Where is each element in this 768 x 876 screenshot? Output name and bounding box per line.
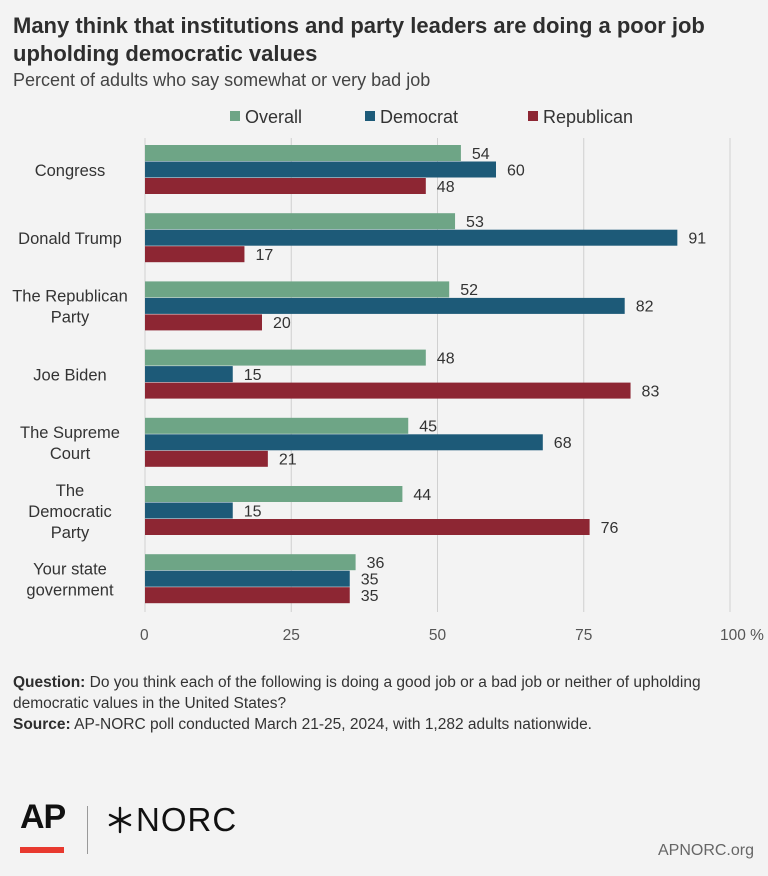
category-label: The Democratic Party [28,482,111,542]
bar [145,366,233,383]
bar-chart: Overall Democrat Republican 54 60 48 53 91 17 52… [12,107,764,644]
bar [145,349,426,366]
bar-value-label: 20 [273,315,291,332]
bar-value-label: 17 [255,247,273,264]
bar-value-label: 91 [688,230,706,247]
bar [145,554,356,571]
bar-value-label: 53 [466,214,484,231]
bar [145,161,496,178]
x-tick-label: 50 [429,627,447,644]
bar [145,297,625,314]
x-axis-ticks: 0 25 50 75 100 % [140,627,764,644]
norc-logo: NORC [108,802,237,838]
x-tick-label: 0 [140,627,149,644]
bar [145,281,450,298]
bar-value-label: 21 [279,452,297,469]
chart-legend: Overall Democrat Republican [230,107,633,127]
bar [145,570,350,587]
chart-notes: Question: Do you think each of the follo… [13,672,755,735]
x-tick-label: 100 % [720,627,764,644]
source-label: Source: [13,716,71,733]
bar-value-label: 68 [554,435,572,452]
bar-value-label: 35 [361,571,379,588]
bar-value-label: 83 [642,383,660,400]
legend-swatch [230,111,240,121]
bar-value-label: 48 [437,350,455,367]
chart-title: Many think that institutions and party l… [13,13,705,66]
bar-value-label: 82 [636,299,654,316]
bar [145,229,678,246]
bar-value-label: 44 [413,487,431,504]
question-note: Question: Do you think each of the follo… [13,672,755,714]
bar [145,450,268,467]
bar [145,417,409,434]
bar [145,486,403,502]
category-label: Congress [35,162,106,180]
chart-bars: 5460485391175282204815834568214415763635… [145,145,706,605]
bar-value-label: 15 [244,367,262,384]
ap-logo-underline [20,847,64,853]
norc-logo-text: NORC [136,801,238,838]
x-tick-label: 75 [575,627,592,644]
legend-swatch [365,111,375,121]
bar-value-label: 48 [437,179,455,196]
category-label: The Supreme Court [20,424,120,463]
source-text: AP-NORC poll conducted March 21-25, 2024… [74,716,592,733]
legend-swatch [528,111,538,121]
x-tick-label: 25 [283,627,300,644]
legend-label: Republican [543,107,633,127]
norc-star-icon [108,806,132,834]
bar-value-label: 52 [460,282,478,299]
bar [145,519,590,535]
question-text: Do you think each of the following is do… [13,674,701,712]
chart-subtitle: Percent of adults who say somewhat or ve… [13,70,431,90]
bar-value-label: 76 [601,520,619,537]
bar [145,246,245,263]
bar [145,434,543,451]
bar [145,178,426,194]
source-note: Source: AP-NORC poll conducted March 21-… [13,714,755,735]
bar [145,587,350,604]
question-label: Question: [13,674,86,691]
category-label: Donald Trump [18,230,122,248]
bar-value-label: 60 [507,162,525,179]
bar-value-label: 45 [419,419,437,436]
category-label: Joe Biden [33,366,106,384]
bar-value-label: 35 [361,588,379,605]
ap-logo: AP [20,798,66,836]
legend-label: Overall [245,107,302,127]
website-link[interactable]: APNORC.org [657,842,754,859]
category-label: Your state government [26,560,114,599]
logo-divider [87,806,88,854]
bar-value-label: 15 [244,503,262,520]
bar-value-label: 36 [367,555,385,572]
category-label: The Republican Party [12,288,128,327]
bar-value-label: 54 [472,146,490,163]
bar [145,213,456,230]
category-labels: Congress Donald Trump The Republican Party J… [12,162,128,600]
bar [145,502,233,519]
bar [145,382,631,399]
bar [145,145,461,161]
bar [145,314,262,331]
legend-label: Democrat [380,107,458,127]
